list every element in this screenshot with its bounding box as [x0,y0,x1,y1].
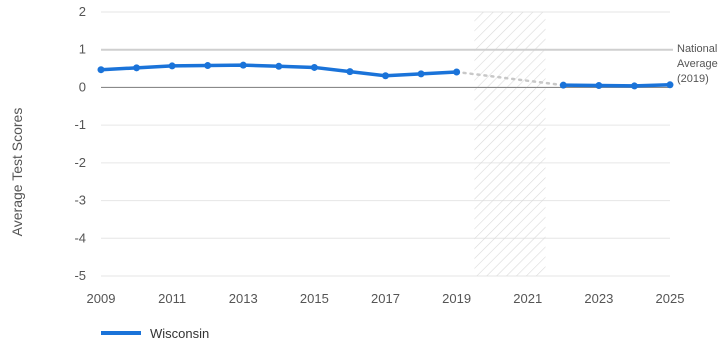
data-point [239,61,247,69]
data-point [204,62,212,70]
data-point [97,66,105,74]
data-point [595,82,603,90]
reference-label-line-2: Average [677,58,718,70]
y-tick-label: -4 [74,230,86,245]
gap-period-hatch [474,12,546,276]
reference-label-line-1: National [677,43,717,55]
data-point [382,72,389,80]
data-point [346,68,354,76]
x-tick-label: 2017 [371,291,400,306]
reference-label-line-3: (2019) [677,73,709,85]
x-tick-label: 2021 [513,291,542,306]
data-point [133,64,141,72]
data-point [630,82,638,90]
x-tick-label: 2023 [584,291,613,306]
series-layer [97,61,674,90]
y-tick-label: -2 [74,155,86,170]
y-tick-label: -5 [74,268,86,283]
x-tick-label: 2009 [87,291,116,306]
x-tick-label: 2025 [656,291,685,306]
series-line-segment [561,83,672,88]
data-point [417,70,425,78]
data-point [453,68,461,76]
y-tick-label: -1 [74,117,86,132]
data-point [310,63,318,71]
x-tick-labels: 2009 2011 2013 2015 2017 2019 2021 2023 2025 [87,291,685,306]
legend: Wisconsin [101,326,209,341]
x-tick-label: 2019 [442,291,471,306]
grid-lines [101,11,670,277]
y-tick-label: -3 [74,193,86,208]
y-tick-label: 2 [79,4,86,19]
y-tick-label: 0 [79,79,86,94]
y-axis-label: Average Test Scores [9,108,25,237]
y-tick-label: 1 [79,42,86,57]
x-tick-label: 2015 [300,291,329,306]
legend-label-wisconsin: Wisconsin [150,326,209,341]
x-tick-label: 2011 [158,291,186,306]
data-point [559,81,567,89]
data-point [666,81,674,89]
reference-line-group: National Average (2019) [101,43,721,85]
x-tick-label: 2013 [229,291,258,306]
y-tick-labels: 2 1 0 -1 -2 -3 -4 -5 [74,4,86,283]
reference-label: National Average (2019) [677,43,721,85]
data-point [275,62,283,70]
data-point [168,62,176,70]
